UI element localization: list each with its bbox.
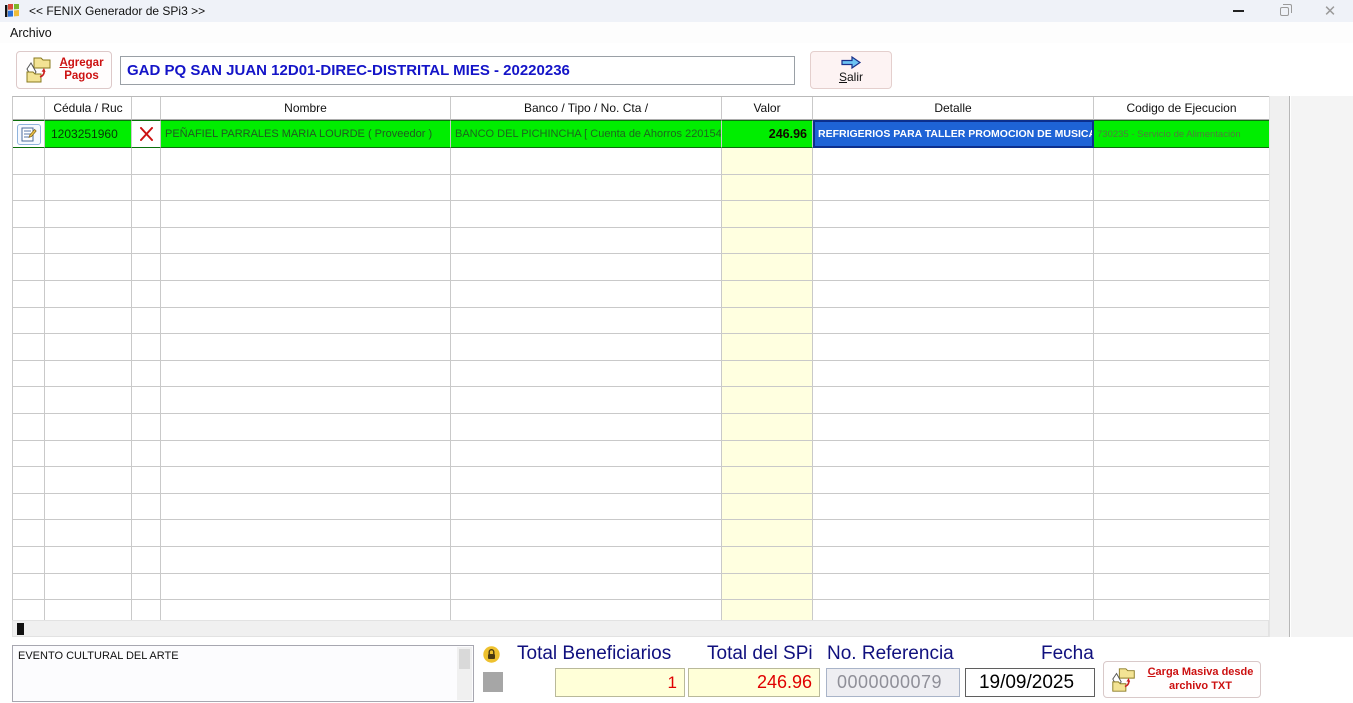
delete-row-cell[interactable] [132,120,161,148]
empty-grid-row [13,573,1269,601]
delete-x-icon [139,127,153,141]
payments-grid: Cédula / Ruc Nombre Banco / Tipo / No. C… [12,96,1270,620]
cell-detalle-selected[interactable]: REFRIGERIOS PARA TALLER PROMOCION DE MUS… [813,120,1094,148]
empty-grid-row [13,493,1269,521]
empty-grid-row [13,280,1269,308]
close-button[interactable]: ✕ [1307,0,1353,22]
cell-codigo[interactable]: 730235 - Servicio de Alimentación [1094,120,1269,148]
empty-grid-row [13,148,1269,175]
total-beneficiarios-label: Total Beneficiarios [517,643,672,664]
descripcion-textarea[interactable]: EVENTO CULTURAL DEL ARTE [12,645,474,702]
grid-body: 1203251960 PEÑAFIEL PARRALES MARIA LOURD… [13,120,1269,620]
copy-folders-icon [1110,666,1138,694]
toolbar: Agregar Pagos Salir [0,45,1353,95]
lock-icon [483,646,500,663]
exit-arrow-icon [840,56,862,69]
descripcion-scrollbar[interactable] [457,647,472,700]
empty-grid-row [13,254,1269,281]
status-indicator-square [483,672,503,692]
menu-bar: Archivo [0,22,1353,43]
carga-masiva-button[interactable]: Carga Masiva desde archivo TXT [1103,661,1261,698]
total-beneficiarios-field: 1 [555,668,685,697]
title-bar: << FENIX Generador de SPi3 >> ✕ [0,0,1353,22]
empty-grid-row [13,307,1269,335]
col-header-delete [132,97,161,120]
minimize-icon [1232,10,1244,12]
menu-archivo[interactable]: Archivo [10,25,52,40]
empty-grid-row [13,360,1269,388]
grid-header-row: Cédula / Ruc Nombre Banco / Tipo / No. C… [13,97,1270,120]
maximize-icon [1279,3,1292,16]
empty-grid-row [13,413,1269,441]
empty-grid-row [13,174,1269,202]
agregar-pagos-label: Agregar Pagos [59,56,104,82]
empty-grid-row [13,227,1269,255]
no-referencia-label: No. Referencia [827,643,954,664]
cell-nombre[interactable]: PEÑAFIEL PARRALES MARIA LOURDE ( Proveed… [161,120,451,148]
app-window-icon [5,4,20,18]
empty-grid-row [13,600,1269,620]
col-header-nombre: Nombre [161,97,451,120]
grid-vertical-scrollbar[interactable] [1269,96,1290,637]
cell-cedula[interactable]: 1203251960 [45,120,132,148]
col-header-cedula: Cédula / Ruc [45,97,132,120]
empty-grid-row [13,546,1269,574]
agregar-pagos-button[interactable]: Agregar Pagos [16,51,112,89]
col-header-banco: Banco / Tipo / No. Cta / [451,97,722,120]
copy-folders-icon [24,55,54,85]
no-referencia-field: 0000000079 [826,668,960,697]
payment-row-selected: 1203251960 PEÑAFIEL PARRALES MARIA LOURD… [13,120,1269,148]
empty-grid-row [13,440,1269,468]
grid-horizontal-scrollbar[interactable] [12,620,1269,637]
empty-grid-row [13,334,1269,361]
entity-name-input[interactable] [120,56,795,85]
edit-record-icon[interactable] [16,123,41,145]
close-icon: ✕ [1323,2,1337,20]
cell-valor[interactable]: 246.96 [722,120,813,148]
window-right-margin [1291,96,1353,637]
total-spi-field: 246.96 [688,668,820,697]
empty-grid-row [13,387,1269,414]
empty-grid-row [13,467,1269,494]
window-title: << FENIX Generador de SPi3 >> [29,4,206,18]
col-header-codigo: Codigo de Ejecucion [1094,97,1270,120]
carga-masiva-label: Carga Masiva desde archivo TXT [1147,666,1254,692]
col-header-detalle: Detalle [813,97,1094,120]
minimize-button[interactable] [1215,0,1261,22]
edit-row-cell[interactable] [13,120,45,148]
col-header-edit [13,97,45,120]
horizontal-scrollbar-thumb[interactable] [17,623,24,635]
descripcion-scrollbar-thumb[interactable] [459,649,470,669]
total-spi-label: Total del SPi [707,643,813,664]
cell-banco[interactable]: BANCO DEL PICHINCHA [ Cuenta de Ahorros … [451,120,722,148]
col-header-valor: Valor [722,97,813,120]
fecha-label: Fecha [1041,643,1094,664]
maximize-button[interactable] [1261,0,1307,22]
salir-label: Salir [838,70,864,84]
empty-grid-row [13,520,1269,547]
fecha-field[interactable]: 19/09/2025 [965,668,1095,697]
empty-grid-row [13,201,1269,228]
salir-button[interactable]: Salir [810,51,892,89]
descripcion-text: EVENTO CULTURAL DEL ARTE [18,650,179,662]
